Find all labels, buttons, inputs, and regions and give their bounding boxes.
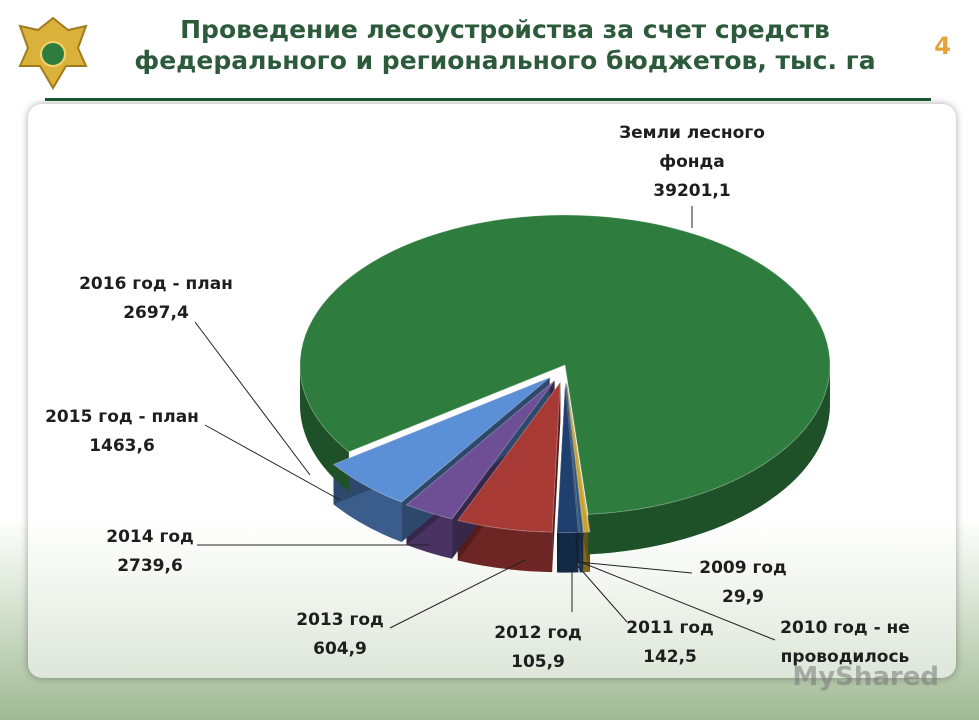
pie-slice (332, 377, 550, 503)
slide-title: Проведение лесоустройства за счет средст… (134, 15, 876, 75)
value-label: 1463,6 (89, 436, 155, 456)
category-label: 2011 год (626, 618, 714, 638)
category-label: 2015 год - план (45, 407, 199, 427)
leader-line (194, 321, 311, 476)
value-label: 2739,6 (117, 556, 183, 576)
slice-side (557, 532, 579, 573)
leader-line (204, 424, 341, 501)
slice-side (457, 520, 553, 573)
emblem (18, 16, 88, 90)
watermark: MyShared (792, 662, 939, 692)
data-label: 2012 год 105,9 (478, 619, 598, 677)
pie-slice (405, 380, 555, 520)
slice-side (588, 365, 831, 555)
leader-line (576, 564, 628, 623)
leader-line (389, 559, 526, 629)
pie-slice (565, 382, 584, 533)
pie-slice (299, 214, 831, 515)
category-label: 2010 год - не проводилось (780, 618, 910, 667)
category-label: 2012 год (494, 623, 582, 643)
data-label: 2011 год 142,5 (610, 614, 730, 672)
value-label: 105,9 (511, 652, 565, 672)
slice-cut (552, 382, 561, 573)
title-rule (45, 98, 931, 101)
data-label: 2013 год 604,9 (280, 606, 400, 664)
category-label: 2014 год (106, 527, 194, 547)
pie-slice (566, 382, 591, 533)
category-label: 2013 год (296, 610, 384, 630)
category-label: 2016 год - план (79, 274, 233, 294)
data-label: 2016 год - план 2697,4 (61, 270, 251, 328)
leader-line (577, 560, 776, 641)
slice-side (300, 365, 349, 492)
value-label: 2697,4 (123, 303, 189, 323)
category-label: Земли лесного фонда (619, 123, 765, 172)
value-label: 29,9 (722, 587, 764, 607)
pie-slice (566, 382, 590, 533)
value-label: 604,9 (313, 639, 367, 659)
value-label: 39201,1 (653, 181, 731, 201)
data-label: 2014 год 2739,6 (85, 523, 215, 581)
pie-slice (556, 382, 580, 534)
page-number: 4 (934, 32, 951, 60)
leader-line (577, 561, 693, 574)
value-label: 142,5 (643, 647, 697, 667)
category-label: 2009 год (699, 558, 787, 578)
data-label: 2009 год 29,9 (683, 554, 803, 612)
data-label: 2015 год - план 1463,6 (32, 403, 212, 461)
data-label: Земли лесного фонда 39201,1 (602, 119, 782, 206)
data-label: 2010 год - не проводилось (758, 614, 933, 672)
pie-slice (456, 380, 561, 533)
